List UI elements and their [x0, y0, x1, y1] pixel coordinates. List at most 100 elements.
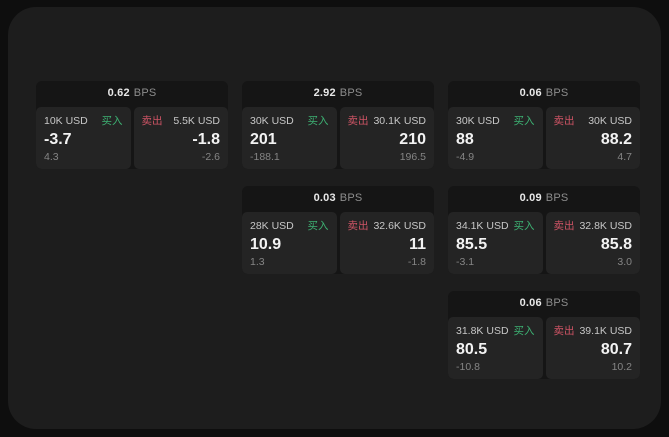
sell-sub-value: 10.2: [611, 361, 632, 373]
buy-amount: 34.1K USD: [456, 220, 509, 232]
buy-sub-value: -188.1: [250, 151, 280, 163]
buy-price: 85.5: [456, 236, 488, 253]
quote-card: 0.62 BPS 10K USD 买入 -3.7 4.3 卖出 5.5K USD…: [36, 81, 228, 169]
sell-panel-header: 卖出 39.1K USD: [554, 323, 633, 338]
buy-panel-header: 34.1K USD 买入: [456, 218, 535, 233]
card-header: 0.62 BPS: [36, 81, 228, 105]
sell-panel[interactable]: 卖出 39.1K USD 80.7 10.2: [545, 317, 640, 379]
sell-panel[interactable]: 卖出 32.6K USD 11 -1.8: [339, 212, 434, 274]
buy-panel-header: 28K USD 买入: [250, 218, 329, 233]
buy-panel[interactable]: 30K USD 买入 88 -4.9: [448, 107, 543, 169]
quote-card: 2.92 BPS 30K USD 买入 201 -188.1 卖出 30.1K …: [242, 81, 434, 169]
bps-value: 0.03: [313, 192, 336, 204]
buy-panel-header: 31.8K USD 买入: [456, 323, 535, 338]
buy-sub-value: -10.8: [456, 361, 480, 373]
sell-price: 80.7: [600, 341, 632, 358]
sell-tag: 卖出: [553, 115, 575, 127]
bps-unit-label: BPS: [339, 87, 363, 99]
quote-panels: 28K USD 买入 10.9 1.3 卖出 32.6K USD 11 -1.8: [242, 212, 434, 274]
card-header: 2.92 BPS: [242, 81, 434, 105]
buy-panel-header: 10K USD 买入: [44, 113, 123, 128]
buy-price: 88: [456, 131, 474, 148]
buy-panel[interactable]: 10K USD 买入 -3.7 4.3: [36, 107, 131, 169]
sell-amount: 32.6K USD: [373, 220, 426, 232]
quote-panels: 10K USD 买入 -3.7 4.3 卖出 5.5K USD -1.8 -2.…: [36, 107, 228, 169]
buy-tag: 买入: [307, 115, 329, 127]
quote-card: 0.06 BPS 31.8K USD 买入 80.5 -10.8 卖出 39.1…: [448, 291, 640, 379]
buy-sub-value: 1.3: [250, 256, 265, 268]
sell-amount: 32.8K USD: [579, 220, 632, 232]
card-header: 0.03 BPS: [242, 186, 434, 210]
sell-tag: 卖出: [347, 220, 369, 232]
bps-value: 0.06: [519, 87, 542, 99]
buy-panel[interactable]: 34.1K USD 买入 85.5 -3.1: [448, 212, 543, 274]
quote-card: 0.09 BPS 34.1K USD 买入 85.5 -3.1 卖出 32.8K…: [448, 186, 640, 274]
buy-panel-header: 30K USD 买入: [456, 113, 535, 128]
buy-tag: 买入: [101, 115, 123, 127]
quote-panels: 30K USD 买入 201 -188.1 卖出 30.1K USD 210 1…: [242, 107, 434, 169]
sell-panel-header: 卖出 5.5K USD: [142, 113, 221, 128]
buy-price: 201: [250, 131, 277, 148]
buy-price: 10.9: [250, 236, 282, 253]
sell-panel-header: 卖出 32.8K USD: [554, 218, 633, 233]
sell-panel[interactable]: 卖出 5.5K USD -1.8 -2.6: [133, 107, 228, 169]
buy-price: 80.5: [456, 341, 488, 358]
buy-panel[interactable]: 30K USD 买入 201 -188.1: [242, 107, 337, 169]
sell-sub-value: 196.5: [399, 151, 426, 163]
sell-panel-header: 卖出 32.6K USD: [348, 218, 427, 233]
buy-amount: 31.8K USD: [456, 325, 509, 337]
bps-unit-label: BPS: [339, 192, 363, 204]
quote-card: 0.03 BPS 28K USD 买入 10.9 1.3 卖出 32.6K US…: [242, 186, 434, 274]
card-header: 0.06 BPS: [448, 291, 640, 315]
sell-tag: 卖出: [141, 115, 163, 127]
buy-panel-header: 30K USD 买入: [250, 113, 329, 128]
buy-amount: 30K USD: [250, 115, 294, 127]
sell-sub-value: 3.0: [617, 256, 632, 268]
quote-card: 0.06 BPS 30K USD 买入 88 -4.9 卖出 30K USD 8…: [448, 81, 640, 169]
bps-value: 0.62: [107, 87, 130, 99]
buy-panel[interactable]: 31.8K USD 买入 80.5 -10.8: [448, 317, 543, 379]
sell-price: 85.8: [600, 236, 632, 253]
buy-tag: 买入: [307, 220, 329, 232]
buy-tag: 买入: [513, 115, 535, 127]
sell-amount: 5.5K USD: [173, 115, 220, 127]
quotes-grid: 0.62 BPS 10K USD 买入 -3.7 4.3 卖出 5.5K USD…: [36, 81, 640, 379]
sell-panel-header: 卖出 30.1K USD: [348, 113, 427, 128]
sell-tag: 卖出: [553, 325, 575, 337]
bps-unit-label: BPS: [545, 192, 569, 204]
bps-unit-label: BPS: [133, 87, 157, 99]
sell-sub-value: 4.7: [617, 151, 632, 163]
sell-price: -1.8: [192, 131, 220, 148]
sell-panel[interactable]: 卖出 32.8K USD 85.8 3.0: [545, 212, 640, 274]
buy-sub-value: 4.3: [44, 151, 59, 163]
buy-price: -3.7: [44, 131, 72, 148]
sell-amount: 39.1K USD: [579, 325, 632, 337]
bps-value: 0.06: [519, 297, 542, 309]
bps-unit-label: BPS: [545, 297, 569, 309]
card-header: 0.06 BPS: [448, 81, 640, 105]
bps-unit-label: BPS: [545, 87, 569, 99]
sell-tag: 卖出: [347, 115, 369, 127]
sell-tag: 卖出: [553, 220, 575, 232]
sell-sub-value: -1.8: [407, 256, 426, 268]
quote-panels: 34.1K USD 买入 85.5 -3.1 卖出 32.8K USD 85.8…: [448, 212, 640, 274]
sell-price: 88.2: [600, 131, 632, 148]
sell-price: 210: [399, 131, 426, 148]
buy-panel[interactable]: 28K USD 买入 10.9 1.3: [242, 212, 337, 274]
buy-tag: 买入: [513, 325, 535, 337]
buy-sub-value: -4.9: [456, 151, 475, 163]
bps-value: 2.92: [313, 87, 336, 99]
sell-panel[interactable]: 卖出 30K USD 88.2 4.7: [545, 107, 640, 169]
sell-price: 11: [409, 236, 426, 253]
sell-sub-value: -2.6: [201, 151, 220, 163]
buy-amount: 30K USD: [456, 115, 500, 127]
sell-amount: 30.1K USD: [373, 115, 426, 127]
buy-tag: 买入: [513, 220, 535, 232]
buy-amount: 10K USD: [44, 115, 88, 127]
buy-amount: 28K USD: [250, 220, 294, 232]
sell-panel[interactable]: 卖出 30.1K USD 210 196.5: [339, 107, 434, 169]
quote-panels: 31.8K USD 买入 80.5 -10.8 卖出 39.1K USD 80.…: [448, 317, 640, 379]
sell-amount: 30K USD: [588, 115, 632, 127]
bps-value: 0.09: [519, 192, 542, 204]
